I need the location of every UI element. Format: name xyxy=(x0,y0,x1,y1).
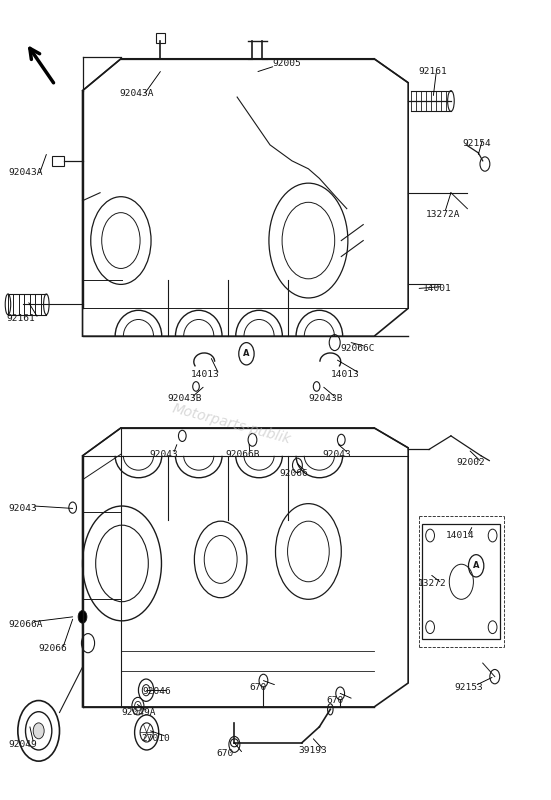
Text: 13272A: 13272A xyxy=(426,210,461,218)
Text: 92043B: 92043B xyxy=(309,394,343,403)
Text: 670: 670 xyxy=(327,696,344,705)
Text: 92046: 92046 xyxy=(143,687,171,696)
Text: 92161: 92161 xyxy=(418,67,447,76)
Text: 670: 670 xyxy=(217,750,234,758)
Text: 92161: 92161 xyxy=(7,314,36,323)
Circle shape xyxy=(78,610,87,623)
Text: 92049A: 92049A xyxy=(121,708,155,717)
Text: 92066A: 92066A xyxy=(8,620,43,630)
Text: 14001: 14001 xyxy=(423,284,451,293)
Bar xyxy=(156,34,165,43)
Text: 92043: 92043 xyxy=(323,450,352,458)
Text: A: A xyxy=(473,562,479,570)
Text: 92043B: 92043B xyxy=(168,394,202,403)
Text: 92066B: 92066B xyxy=(225,450,260,458)
Text: 670: 670 xyxy=(249,682,267,691)
Text: 13272: 13272 xyxy=(418,579,447,588)
Text: 27010: 27010 xyxy=(141,734,170,742)
Text: 92153: 92153 xyxy=(454,682,483,691)
Text: 39193: 39193 xyxy=(298,746,327,755)
Text: 92043A: 92043A xyxy=(8,168,43,178)
Text: 14013: 14013 xyxy=(330,370,359,379)
Text: 92049: 92049 xyxy=(8,740,37,749)
Text: 14013: 14013 xyxy=(191,370,219,379)
Text: 92066: 92066 xyxy=(279,469,308,478)
Text: 92002: 92002 xyxy=(456,458,485,466)
Text: 92043: 92043 xyxy=(149,450,178,458)
Circle shape xyxy=(33,723,44,739)
Text: A: A xyxy=(243,350,250,358)
Bar xyxy=(52,156,64,166)
Text: 92043A: 92043A xyxy=(119,89,154,98)
Text: 92066C: 92066C xyxy=(340,344,375,353)
Text: 92066: 92066 xyxy=(38,644,67,654)
Text: 14014: 14014 xyxy=(445,531,474,540)
Text: 92043: 92043 xyxy=(8,504,37,513)
Text: 92154: 92154 xyxy=(462,138,490,148)
Text: Motorparts·publik: Motorparts·publik xyxy=(171,402,293,446)
Text: 92005: 92005 xyxy=(273,59,301,68)
